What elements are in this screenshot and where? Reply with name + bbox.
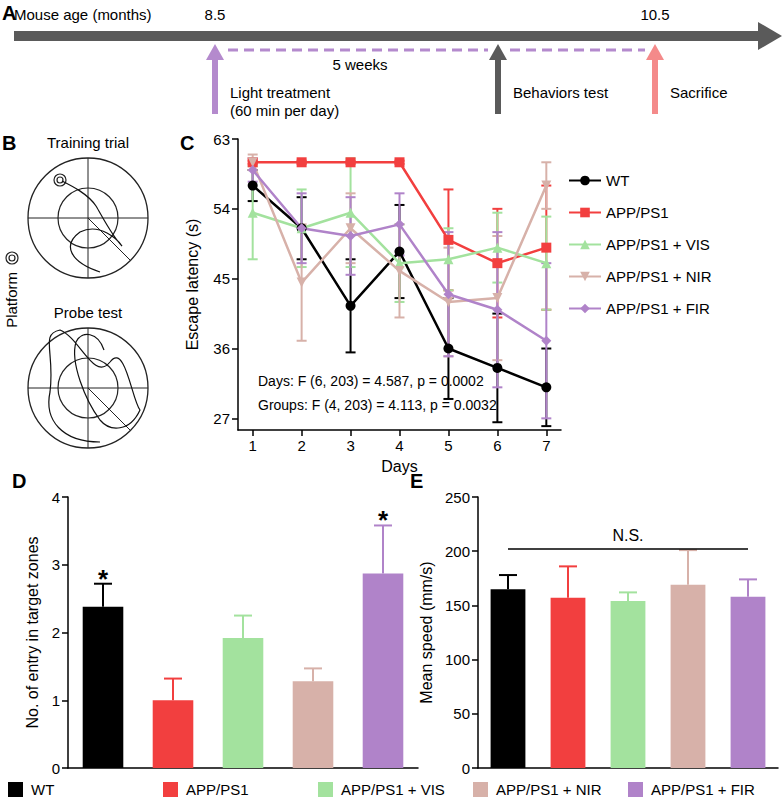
svg-text:(60 min per day): (60 min per day) xyxy=(230,102,339,119)
svg-text:0: 0 xyxy=(52,760,60,777)
svg-text:Probe test: Probe test xyxy=(54,304,123,321)
svg-text:1: 1 xyxy=(52,692,60,709)
svg-text:Light treatment: Light treatment xyxy=(230,84,331,101)
svg-text:B: B xyxy=(2,132,16,154)
svg-text:5: 5 xyxy=(444,437,452,454)
svg-text:Training trial: Training trial xyxy=(47,134,129,151)
svg-text:5 weeks: 5 weeks xyxy=(332,56,387,73)
html-text:APP/PS1 + NIR: APP/PS1 + NIR xyxy=(496,781,602,798)
svg-text:Days: Days xyxy=(381,458,417,475)
svg-text:27: 27 xyxy=(213,410,230,427)
svg-text:6: 6 xyxy=(493,437,501,454)
svg-text:APP/PS1 + FIR: APP/PS1 + FIR xyxy=(606,300,710,317)
svg-text:200: 200 xyxy=(445,543,470,560)
svg-text:WT: WT xyxy=(606,172,629,189)
svg-text:100: 100 xyxy=(445,651,470,668)
svg-text:E: E xyxy=(410,470,423,492)
svg-text:3: 3 xyxy=(346,437,354,454)
svg-text:250: 250 xyxy=(445,489,470,506)
svg-text:0: 0 xyxy=(462,760,470,777)
svg-text:50: 50 xyxy=(453,705,470,722)
html-text:APP/PS1: APP/PS1 xyxy=(186,781,249,798)
svg-text:No. of entry in target zones: No. of entry in target zones xyxy=(24,536,41,728)
html-text:APP/PS1 + VIS: APP/PS1 + VIS xyxy=(341,781,445,798)
svg-text:54: 54 xyxy=(213,200,230,217)
svg-text:Mouse age (months): Mouse age (months) xyxy=(14,6,152,23)
html-text:WT: WT xyxy=(31,781,55,798)
svg-text:APP/PS1: APP/PS1 xyxy=(606,204,669,221)
svg-text:150: 150 xyxy=(445,597,470,614)
svg-text:3: 3 xyxy=(52,556,60,573)
svg-text:2: 2 xyxy=(297,437,305,454)
svg-text:N.S.: N.S. xyxy=(612,527,643,544)
svg-text:*: * xyxy=(98,564,109,594)
svg-text:1: 1 xyxy=(249,437,257,454)
svg-text:2: 2 xyxy=(52,624,60,641)
svg-text:Groups: F (4, 203) = 4.113, p: Groups: F (4, 203) = 4.113, p = 0.0032 xyxy=(258,397,497,413)
svg-text:4: 4 xyxy=(52,489,60,506)
svg-text:7: 7 xyxy=(542,437,550,454)
svg-text:Days: F (6, 203) = 4.587, p =: Days: F (6, 203) = 4.587, p = 0.0002 xyxy=(258,373,484,389)
svg-text:*: * xyxy=(378,505,389,535)
svg-text:63: 63 xyxy=(213,131,230,148)
svg-text:36: 36 xyxy=(213,340,230,357)
html-text:APP/PS1 + FIR: APP/PS1 + FIR xyxy=(651,781,755,798)
svg-text:45: 45 xyxy=(213,270,230,287)
svg-text:D: D xyxy=(12,470,26,492)
svg-text:A: A xyxy=(2,2,16,24)
svg-text:Platform: Platform xyxy=(3,272,20,328)
svg-text:10.5: 10.5 xyxy=(640,6,669,23)
svg-text:Escape latency (s): Escape latency (s) xyxy=(184,219,201,351)
svg-text:APP/PS1 + NIR: APP/PS1 + NIR xyxy=(606,268,712,285)
svg-text:APP/PS1 + VIS: APP/PS1 + VIS xyxy=(606,236,710,253)
svg-text:Sacrifice: Sacrifice xyxy=(670,84,728,101)
svg-text:4: 4 xyxy=(395,437,403,454)
svg-text:Mean speed (mm/s): Mean speed (mm/s) xyxy=(418,561,435,703)
svg-text:C: C xyxy=(180,132,194,154)
svg-text:Behaviors test: Behaviors test xyxy=(513,84,609,101)
svg-text:8.5: 8.5 xyxy=(205,6,226,23)
